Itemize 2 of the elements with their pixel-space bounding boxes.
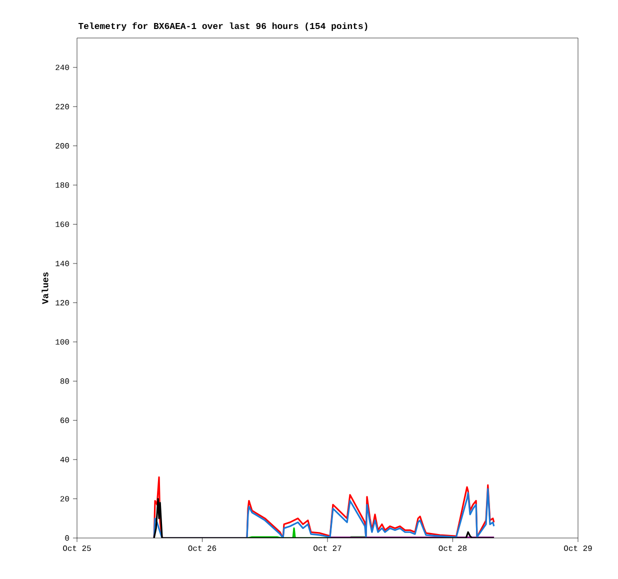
y-axis-title: Values [42, 272, 48, 304]
chart-title: Telemetry for BX6AEA-1 over last 96 hours (154 points) [78, 22, 368, 31]
